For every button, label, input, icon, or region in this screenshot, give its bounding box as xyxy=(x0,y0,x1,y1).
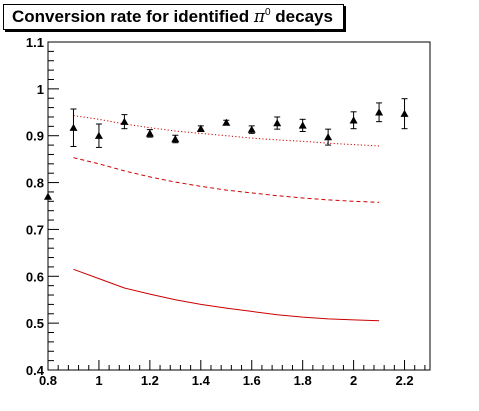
data-point xyxy=(375,108,384,116)
dashed-curve xyxy=(73,157,380,203)
solid-curve xyxy=(73,268,380,322)
data-point xyxy=(171,135,180,143)
data-point xyxy=(400,109,409,117)
y-tick-label: 0.4 xyxy=(26,363,45,378)
chart-title-symbol: π xyxy=(253,7,265,27)
x-tick-label: 2 xyxy=(350,373,357,388)
data-point xyxy=(120,117,129,125)
plot-frame xyxy=(47,41,431,371)
y-tick-label: 1 xyxy=(37,82,44,97)
data-point xyxy=(44,192,52,200)
y-tick-label: 0.9 xyxy=(26,129,44,144)
x-tick-label: 1.2 xyxy=(141,373,159,388)
data-point xyxy=(196,124,205,132)
data-point xyxy=(94,131,103,139)
data-point xyxy=(247,125,256,133)
chart-title-text: Conversion rate for identified xyxy=(12,7,254,26)
data-point xyxy=(222,118,231,126)
chart-title-suffix: decays xyxy=(270,7,333,26)
x-tick-label: 1.4 xyxy=(192,373,211,388)
y-tick-label: 0.6 xyxy=(26,269,44,284)
y-tick-label: 1.1 xyxy=(26,35,44,50)
data-point xyxy=(324,133,333,141)
x-tick-label: 1.8 xyxy=(294,373,312,388)
data-point xyxy=(69,123,78,131)
chart-title-superscript: 0 xyxy=(265,7,271,18)
x-tick-label: 1.6 xyxy=(243,373,261,388)
data-point xyxy=(145,129,154,137)
data-point xyxy=(298,121,307,129)
x-tick-label: 1 xyxy=(95,373,102,388)
data-point xyxy=(273,119,282,127)
chart-title-box: Conversion rate for identified π0 decays xyxy=(3,4,344,30)
x-tick-label: 0.8 xyxy=(39,373,57,388)
data-point xyxy=(349,116,358,124)
y-tick-label: 0.8 xyxy=(26,176,44,191)
y-tick-label: 0.7 xyxy=(26,222,44,237)
y-tick-label: 0.5 xyxy=(26,316,44,331)
chart-title: Conversion rate for identified π0 decays xyxy=(12,7,333,27)
x-tick-label: 2.2 xyxy=(395,373,413,388)
